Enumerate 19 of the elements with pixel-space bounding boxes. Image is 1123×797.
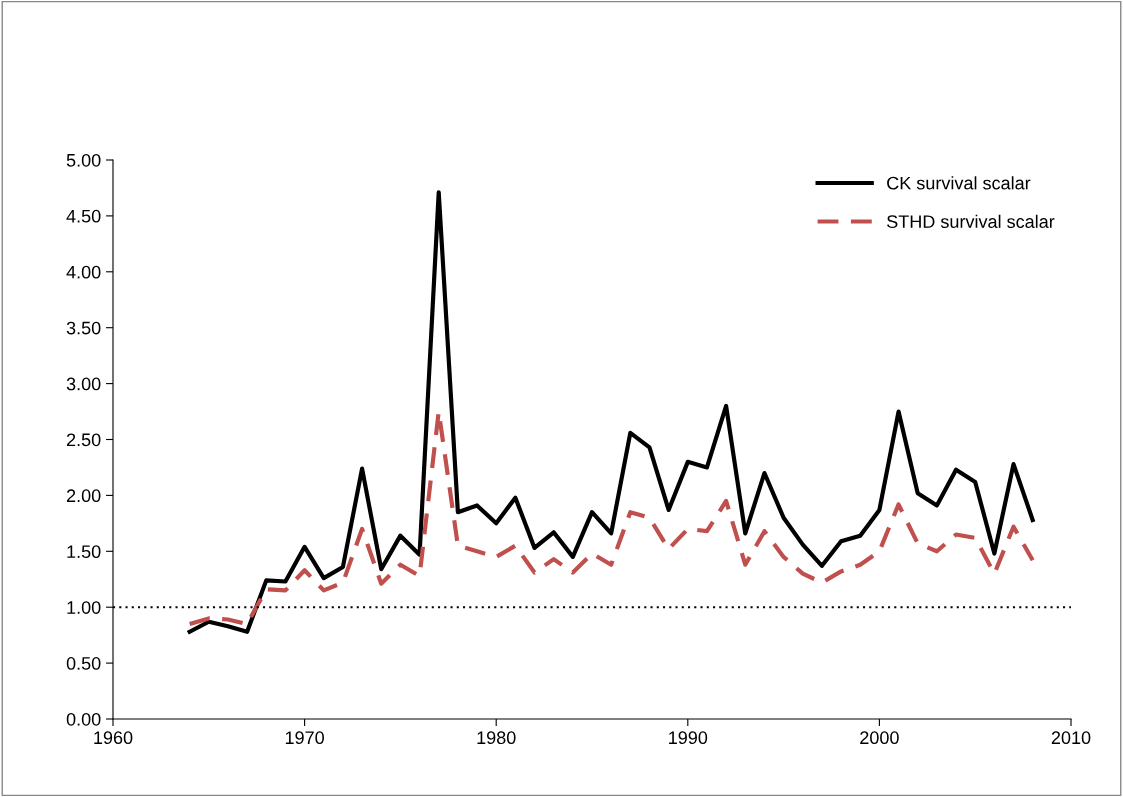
legend-label: STHD survival scalar xyxy=(887,214,1055,229)
y-tick-label: 2.00 xyxy=(66,489,101,503)
x-tick-label: 1960 xyxy=(94,731,133,745)
x-tick-label: 2000 xyxy=(860,731,899,745)
x-tick-label: 1970 xyxy=(285,731,324,745)
y-tick-label: 3.00 xyxy=(66,377,101,391)
y-tick-label: 0.00 xyxy=(66,712,101,726)
y-tick-label: 5.00 xyxy=(66,153,101,167)
x-tick-label: 1980 xyxy=(477,731,516,745)
x-tick-label: 2010 xyxy=(1051,731,1091,745)
y-tick-label: 3.50 xyxy=(66,321,101,335)
y-tick-label: 2.50 xyxy=(66,433,101,447)
y-tick-label: 4.50 xyxy=(66,209,101,223)
y-tick-label: 1.50 xyxy=(67,545,101,559)
x-tick-label: 1990 xyxy=(669,731,708,745)
y-tick-label: 0.50 xyxy=(66,657,101,670)
legend-label: CK survival scalar xyxy=(887,176,1031,190)
y-tick-label: 1.00 xyxy=(67,601,101,614)
y-tick-label: 4.00 xyxy=(66,265,101,279)
